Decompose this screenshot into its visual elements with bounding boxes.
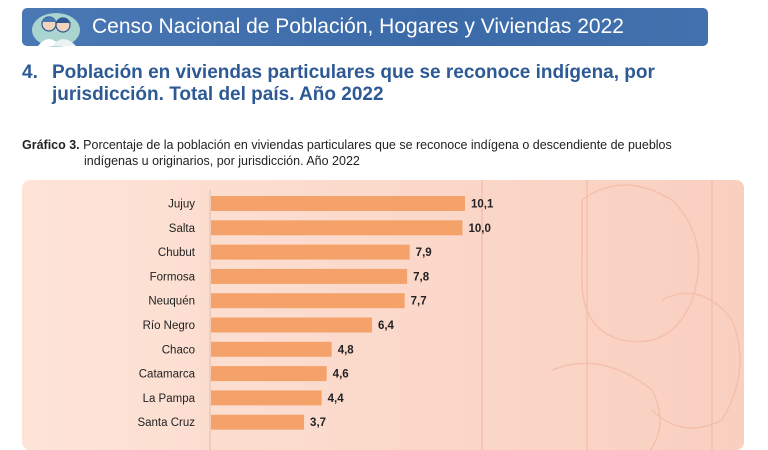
data-label: 7,8 bbox=[413, 271, 430, 283]
data-label: 10,1 bbox=[471, 199, 494, 211]
bar bbox=[211, 196, 465, 211]
category-label: Catamarca bbox=[139, 369, 196, 381]
bar bbox=[211, 341, 332, 357]
bar-chart: Jujuy 10,1 Salta 10,0 Chubut 7,9 Formosa 7,8 Neu… bbox=[137, 180, 741, 450]
data-label: 10,0 bbox=[468, 223, 490, 235]
category-label: Chubut bbox=[158, 247, 196, 259]
category-label: Santa Cruz bbox=[137, 417, 195, 429]
bar bbox=[211, 414, 305, 430]
bar bbox=[211, 366, 327, 382]
category-label: Salta bbox=[169, 223, 196, 235]
category-label: Jujuy bbox=[168, 199, 195, 211]
chart-caption: Gráfico 3. Porcentaje de la población en… bbox=[22, 137, 742, 169]
census-logo-icon bbox=[32, 13, 80, 47]
data-label: 4,8 bbox=[338, 344, 355, 356]
bar bbox=[211, 220, 463, 236]
chart-panel: Jujuy 10,1 Salta 10,0 Chubut 7,9 Formosa 7,8 Neu… bbox=[22, 180, 744, 450]
section-number: 4. bbox=[22, 62, 38, 83]
bar bbox=[211, 244, 410, 260]
bars-group: Jujuy 10,1 Salta 10,0 Chubut 7,9 Formosa 7,8 Neu… bbox=[137, 196, 494, 430]
section-heading: 4. Población en viviendas particulares qu… bbox=[22, 62, 722, 106]
page-title: Censo Nacional de Población, Hogares y V… bbox=[92, 15, 624, 38]
category-label: Río Negro bbox=[143, 320, 195, 332]
background-decoration bbox=[481, 180, 741, 450]
data-label: 7,9 bbox=[416, 247, 432, 259]
data-label: 4,6 bbox=[333, 369, 349, 381]
data-label: 6,4 bbox=[378, 320, 395, 332]
category-label: Chaco bbox=[162, 344, 195, 356]
category-label: La Pampa bbox=[143, 393, 196, 405]
bar bbox=[211, 317, 372, 333]
bar bbox=[211, 293, 405, 309]
data-label: 7,7 bbox=[411, 296, 427, 308]
bar bbox=[211, 268, 408, 284]
data-label: 4,4 bbox=[328, 393, 345, 405]
section-title-line1: Población en viviendas particulares que … bbox=[52, 62, 655, 83]
bar bbox=[211, 390, 322, 406]
chart-caption-label: Gráfico 3. bbox=[22, 138, 80, 152]
header-banner: Censo Nacional de Población, Hogares y V… bbox=[22, 8, 708, 47]
section-title-line2: jurisdicción. Total del país. Año 2022 bbox=[52, 84, 384, 105]
data-label: 3,7 bbox=[310, 417, 326, 429]
chart-caption-text-line2: indígenas u originarios, por jurisdicció… bbox=[84, 154, 360, 168]
category-label: Formosa bbox=[150, 271, 196, 283]
category-label: Neuquén bbox=[148, 296, 195, 308]
chart-caption-text-line1: Porcentaje de la población en viviendas … bbox=[83, 138, 672, 152]
